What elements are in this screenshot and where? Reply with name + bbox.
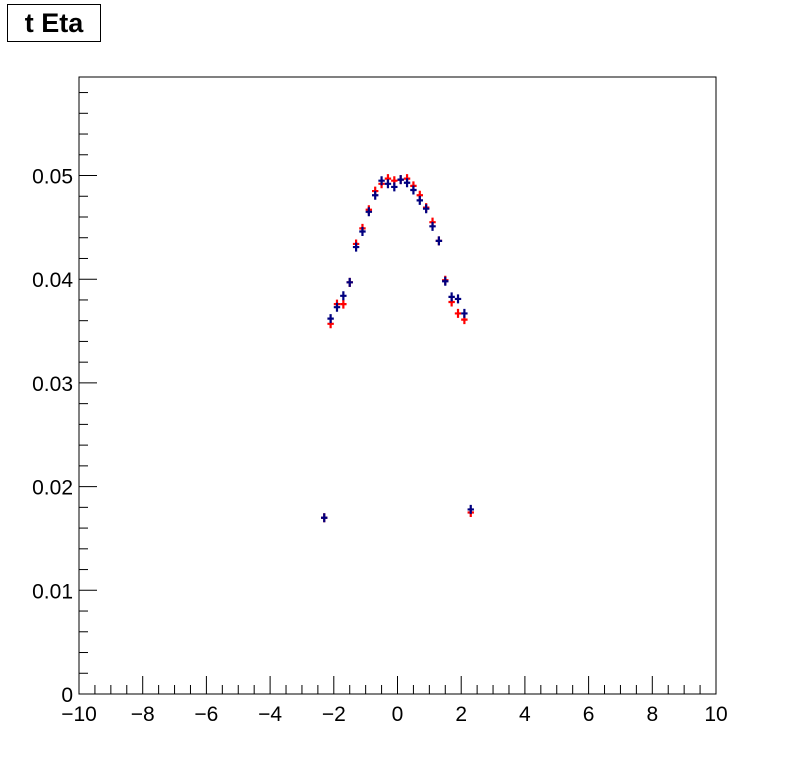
data-point bbox=[454, 308, 462, 318]
data-point bbox=[454, 294, 462, 304]
x-tick-label: 10 bbox=[704, 703, 727, 726]
x-tick-label: 2 bbox=[455, 703, 467, 726]
y-tick-label: 0 bbox=[61, 684, 73, 707]
data-point bbox=[467, 504, 474, 514]
data-point bbox=[340, 291, 347, 301]
data-point bbox=[429, 221, 436, 231]
x-tick-label: −4 bbox=[258, 703, 282, 726]
data-point bbox=[321, 513, 328, 523]
y-tick-label: 0.01 bbox=[32, 580, 73, 603]
data-point bbox=[461, 308, 468, 318]
data-points bbox=[321, 174, 474, 523]
data-point bbox=[365, 207, 373, 217]
x-tick-label: 6 bbox=[583, 703, 595, 726]
data-point bbox=[403, 178, 411, 188]
data-point bbox=[397, 175, 404, 185]
data-point bbox=[333, 302, 341, 312]
y-tick-label: 0.03 bbox=[32, 373, 73, 396]
x-tick-label: 8 bbox=[646, 703, 658, 726]
data-point bbox=[352, 242, 360, 252]
data-point bbox=[327, 314, 334, 324]
data-point bbox=[346, 277, 353, 287]
data-point bbox=[359, 227, 366, 237]
data-point bbox=[410, 185, 417, 195]
series-1 bbox=[321, 175, 474, 523]
axis-ticks bbox=[78, 92, 717, 695]
plot-frame bbox=[78, 76, 717, 695]
x-tick-label: 0 bbox=[392, 703, 404, 726]
x-tick-label: 4 bbox=[519, 703, 531, 726]
data-point bbox=[372, 190, 379, 200]
data-point bbox=[384, 179, 392, 189]
data-point bbox=[340, 299, 347, 309]
x-tick-label: −8 bbox=[131, 703, 155, 726]
data-point bbox=[416, 195, 423, 205]
data-point bbox=[422, 204, 430, 214]
chart-title: t Eta bbox=[7, 4, 101, 42]
series-0 bbox=[321, 174, 474, 523]
data-point bbox=[378, 176, 385, 186]
y-tick-label: 0.05 bbox=[32, 166, 73, 189]
x-tick-label: −10 bbox=[61, 703, 97, 726]
data-point bbox=[442, 276, 449, 286]
y-tick-label: 0.04 bbox=[32, 269, 73, 292]
x-tick-label: −6 bbox=[194, 703, 218, 726]
x-tick-label: −2 bbox=[322, 703, 346, 726]
data-point bbox=[448, 292, 455, 302]
y-tick-label: 0.02 bbox=[32, 477, 73, 500]
data-point bbox=[391, 182, 398, 192]
data-point bbox=[435, 236, 443, 246]
axis-tick-labels: −10 −8 −6 −4 −2 0 2 4 6 8 10 0 0.01 0.02 0.03 0.04 0.05 bbox=[32, 166, 728, 726]
